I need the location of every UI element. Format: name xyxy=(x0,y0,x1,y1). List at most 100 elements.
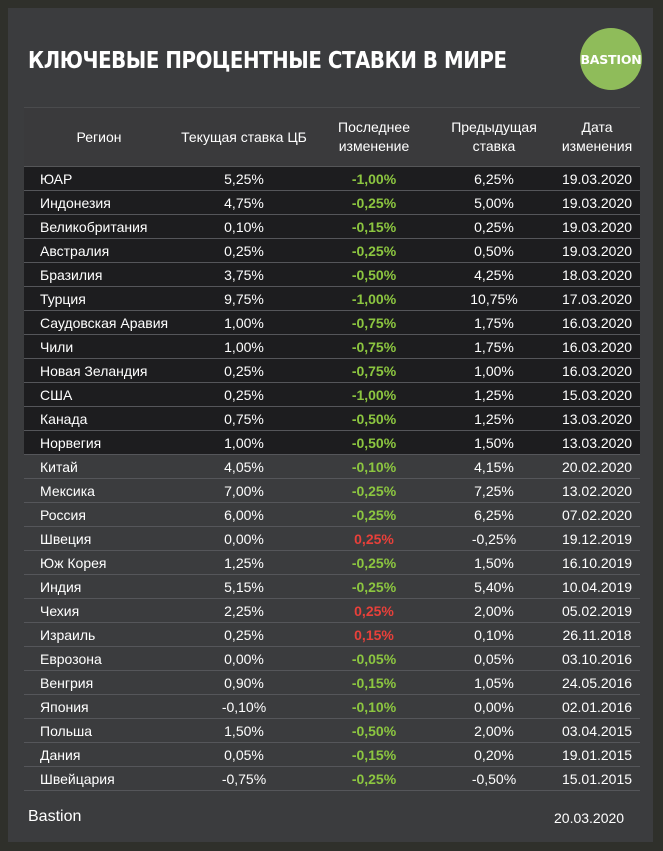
table-row: Великобритания 0,10% -0,15% 0,25% 19.03.2020 xyxy=(24,215,640,239)
cell-current-rate: 1,00% xyxy=(224,314,264,331)
cell-previous-rate: 1,75% xyxy=(474,314,514,331)
cell-previous-rate: 1,25% xyxy=(474,386,514,403)
cell-region: Юж Корея xyxy=(40,554,107,571)
table-row: Венгрия 0,90% -0,15% 1,05% 24.05.2016 xyxy=(24,671,640,695)
cell-current-rate: 0,00% xyxy=(224,530,264,547)
cell-change-date: 19.03.2020 xyxy=(561,170,633,187)
cell-last-change: -0,25% xyxy=(351,578,397,595)
cell-last-change: -1,00% xyxy=(351,386,397,403)
cell-region: Великобритания xyxy=(40,218,148,235)
cell-region: Швейцария xyxy=(40,770,115,787)
cell-region: Канада xyxy=(40,410,88,427)
rates-table: Регион Текущая ставка ЦБ Последнее измен… xyxy=(24,107,640,791)
cell-region: США xyxy=(40,386,73,403)
table-row: Турция 9,75% -1,00% 10,75% 17.03.2020 xyxy=(24,287,640,311)
rates-card: КЛЮЧЕВЫЕ ПРОЦЕНТНЫЕ СТАВКИ В МИРЕ BASTIO… xyxy=(8,8,653,842)
cell-current-rate: 0,75% xyxy=(224,410,264,427)
cell-previous-rate: 1,50% xyxy=(474,434,514,451)
cell-change-date: 07.02.2020 xyxy=(561,506,633,523)
cell-previous-rate: 1,05% xyxy=(474,674,514,691)
cell-last-change: -0,05% xyxy=(351,650,397,667)
table-row: Швейцария -0,75% -0,25% -0,50% 15.01.2015 xyxy=(24,767,640,791)
cell-change-date: 03.10.2016 xyxy=(561,650,633,667)
cell-current-rate: 9,75% xyxy=(224,290,264,307)
header-current-rate: Текущая ставка ЦБ xyxy=(181,128,307,145)
cell-change-date: 24.05.2016 xyxy=(561,674,633,691)
logo-text: BASTION xyxy=(580,51,642,67)
header-previous-rate: Предыдущая ставка xyxy=(451,119,537,154)
cell-change-date: 20.02.2020 xyxy=(561,458,633,475)
cell-previous-rate: 10,75% xyxy=(470,290,518,307)
cell-change-date: 13.03.2020 xyxy=(561,434,633,451)
cell-region: Швеция xyxy=(40,530,92,547)
cell-region: Индонезия xyxy=(40,194,111,211)
cell-current-rate: 0,90% xyxy=(224,674,264,691)
table-row: Чили 1,00% -0,75% 1,75% 16.03.2020 xyxy=(24,335,640,359)
table-header: Регион Текущая ставка ЦБ Последнее измен… xyxy=(24,107,640,167)
cell-region: Россия xyxy=(40,506,86,523)
cell-current-rate: 6,00% xyxy=(224,506,264,523)
cell-current-rate: 5,15% xyxy=(224,578,264,595)
cell-previous-rate: 6,25% xyxy=(474,170,514,187)
cell-last-change: -0,75% xyxy=(351,362,397,379)
cell-last-change: -0,50% xyxy=(351,434,397,451)
cell-previous-rate: 0,20% xyxy=(474,746,514,763)
table-row: Бразилия 3,75% -0,50% 4,25% 18.03.2020 xyxy=(24,263,640,287)
cell-change-date: 10.04.2019 xyxy=(561,578,633,595)
cell-current-rate: 1,00% xyxy=(224,434,264,451)
header-region: Регион xyxy=(76,128,122,145)
cell-change-date: 19.03.2020 xyxy=(561,242,633,259)
cell-region: Китай xyxy=(40,458,78,475)
cell-region: Мексика xyxy=(40,482,95,499)
cell-previous-rate: 0,25% xyxy=(474,218,514,235)
cell-last-change: -0,25% xyxy=(351,506,397,523)
cell-previous-rate: 4,25% xyxy=(474,266,514,283)
cell-change-date: 18.03.2020 xyxy=(561,266,633,283)
table-row: Китай 4,05% -0,10% 4,15% 20.02.2020 xyxy=(24,455,640,479)
cell-current-rate: 0,25% xyxy=(224,626,264,643)
cell-current-rate: 4,05% xyxy=(224,458,264,475)
cell-region: Новая Зеландия xyxy=(40,362,148,379)
cell-current-rate: 0,25% xyxy=(224,242,264,259)
table-row: Мексика 7,00% -0,25% 7,25% 13.02.2020 xyxy=(24,479,640,503)
cell-change-date: 16.10.2019 xyxy=(561,554,633,571)
cell-region: Саудовская Аравия xyxy=(40,314,169,331)
header-change-date: Дата изменения xyxy=(561,119,633,154)
table-row: Чехия 2,25% 0,25% 2,00% 05.02.2019 xyxy=(24,599,640,623)
cell-current-rate: 1,00% xyxy=(224,338,264,355)
cell-change-date: 02.01.2016 xyxy=(561,698,633,715)
cell-current-rate: -0,10% xyxy=(221,698,267,715)
cell-previous-rate: -0,50% xyxy=(471,770,517,787)
cell-last-change: -0,75% xyxy=(351,338,397,355)
cell-previous-rate: 1,25% xyxy=(474,410,514,427)
cell-change-date: 16.03.2020 xyxy=(561,314,633,331)
cell-change-date: 13.02.2020 xyxy=(561,482,633,499)
cell-current-rate: 1,25% xyxy=(224,554,264,571)
cell-region: Израиль xyxy=(40,626,96,643)
table-row: США 0,25% -1,00% 1,25% 15.03.2020 xyxy=(24,383,640,407)
table-row: Израиль 0,25% 0,15% 0,10% 26.11.2018 xyxy=(24,623,640,647)
cell-previous-rate: 1,00% xyxy=(474,362,514,379)
cell-current-rate: 0,10% xyxy=(224,218,264,235)
cell-last-change: 0,25% xyxy=(354,530,394,547)
cell-current-rate: 0,00% xyxy=(224,650,264,667)
table-row: Саудовская Аравия 1,00% -0,75% 1,75% 16.03.2… xyxy=(24,311,640,335)
cell-region: Норвегия xyxy=(40,434,102,451)
cell-previous-rate: 0,05% xyxy=(474,650,514,667)
cell-previous-rate: 5,00% xyxy=(474,194,514,211)
table-row: Россия 6,00% -0,25% 6,25% 07.02.2020 xyxy=(24,503,640,527)
cell-region: Турция xyxy=(40,290,86,307)
cell-previous-rate: 7,25% xyxy=(474,482,514,499)
table-row: ЮАР 5,25% -1,00% 6,25% 19.03.2020 xyxy=(24,167,640,191)
cell-last-change: -1,00% xyxy=(351,290,397,307)
cell-previous-rate: 5,40% xyxy=(474,578,514,595)
cell-change-date: 19.12.2019 xyxy=(561,530,633,547)
cell-previous-rate: 0,50% xyxy=(474,242,514,259)
cell-last-change: -0,50% xyxy=(351,410,397,427)
cell-last-change: 0,25% xyxy=(354,602,394,619)
cell-region: Еврозона xyxy=(40,650,102,667)
cell-last-change: -0,15% xyxy=(351,746,397,763)
cell-last-change: -0,10% xyxy=(351,698,397,715)
cell-current-rate: 2,25% xyxy=(224,602,264,619)
cell-region: Австралия xyxy=(40,242,110,259)
